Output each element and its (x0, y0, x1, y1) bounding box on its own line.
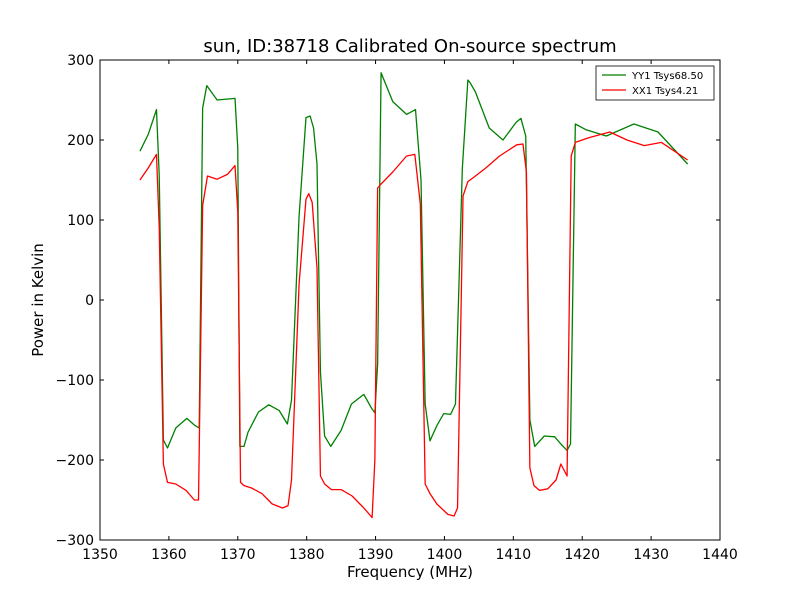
plot-area (100, 60, 720, 540)
legend-box (595, 65, 715, 101)
y-axis-label: Power in Kelvin (29, 243, 47, 357)
y-tick-label: 0 (85, 293, 94, 309)
legend-label-yy1: YY1 Tsys68.50 (631, 71, 703, 82)
y-tick-label: 200 (67, 133, 94, 149)
x-tick-label: 1390 (358, 547, 394, 563)
legend: YY1 Tsys68.50 XX1 Tsys4.21 (595, 65, 715, 101)
y-tick-label: 300 (67, 53, 94, 69)
x-tick-label: 1410 (496, 547, 532, 563)
plot-frame (99, 59, 721, 541)
y-tick-label: −200 (56, 453, 94, 469)
series-layer (139, 72, 689, 519)
chart-title: sun, ID:38718 Calibrated On-source spect… (203, 36, 616, 57)
y-tick-label: −300 (56, 533, 94, 549)
y-tick-label: 100 (67, 213, 94, 229)
x-tick-label: 1440 (702, 547, 738, 563)
x-tick-label: 1360 (151, 547, 187, 563)
x-tick-label: 1380 (289, 547, 325, 563)
y-tick-label: −100 (56, 373, 94, 389)
ticks-layer: 1350 1360 1370 1380 1390 1400 1410 1420 1430 1440… (56, 53, 738, 563)
legend-label-xx1: XX1 Tsys4.21 (632, 86, 698, 97)
series-line-yy1 (139, 72, 689, 452)
x-tick-label: 1350 (82, 547, 118, 563)
x-axis-label: Frequency (MHz) (347, 563, 473, 581)
x-tick-label: 1430 (633, 547, 669, 563)
x-tick-label: 1420 (564, 547, 600, 563)
series-line-xx1 (139, 131, 688, 519)
x-tick-label: 1370 (220, 547, 256, 563)
x-tick-label: 1400 (427, 547, 463, 563)
